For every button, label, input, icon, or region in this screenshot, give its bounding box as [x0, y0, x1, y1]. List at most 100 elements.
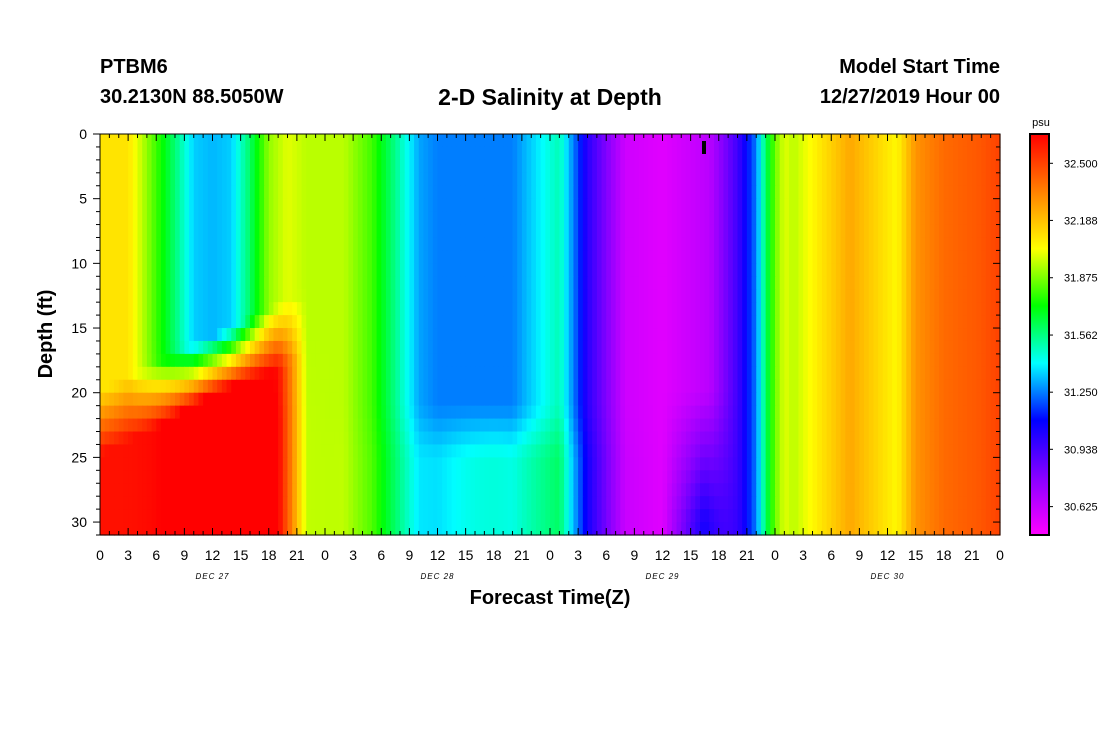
heatmap-cell [845, 159, 851, 174]
heatmap-cell [667, 159, 673, 174]
heatmap-cell [812, 185, 818, 200]
heatmap-cell [718, 392, 725, 407]
heatmap-cell [929, 211, 935, 226]
heatmap-cell [437, 431, 443, 446]
heatmap-cell [615, 302, 621, 316]
heatmap-cell [573, 289, 579, 303]
heatmap-cell [348, 392, 354, 407]
heatmap-cell [676, 211, 682, 226]
heatmap-cell [868, 146, 875, 161]
heatmap-cell [475, 431, 481, 446]
heatmap-cell [812, 405, 818, 420]
heatmap-cell [428, 250, 434, 264]
heatmap-cell [934, 134, 940, 148]
heatmap-cell [559, 289, 565, 303]
heatmap-cell [264, 315, 270, 329]
heatmap-cell [357, 198, 364, 213]
heatmap-cell [221, 289, 228, 303]
heatmap-cell [807, 340, 814, 355]
heatmap-cell [559, 405, 565, 420]
heatmap-cell [475, 211, 481, 226]
heatmap-cell [301, 134, 307, 148]
heatmap-cell [451, 185, 457, 200]
heatmap-cell [779, 185, 785, 200]
heatmap-cell [531, 237, 537, 252]
heatmap-cell [995, 328, 1001, 342]
heatmap-cell [179, 366, 185, 381]
heatmap-cell [723, 263, 729, 277]
heatmap-cell [578, 172, 584, 187]
heatmap-cell [990, 340, 996, 355]
heatmap-cell [100, 315, 106, 329]
heatmap-cell [765, 444, 771, 458]
heatmap-cell [868, 405, 875, 420]
heatmap-cell [610, 185, 617, 200]
heatmap-cell [217, 444, 223, 458]
heatmap-cell [681, 457, 687, 471]
heatmap-cell [198, 405, 204, 420]
heatmap-cell [850, 224, 856, 239]
heatmap-cell [104, 224, 110, 239]
heatmap-cell [592, 224, 598, 239]
heatmap-cell [625, 418, 631, 433]
heatmap-cell [807, 353, 814, 368]
heatmap-cell [601, 198, 607, 213]
heatmap-cell [662, 302, 668, 316]
heatmap-cell [554, 146, 560, 161]
heatmap-cell [793, 276, 800, 290]
heatmap-cell [123, 211, 129, 226]
heatmap-cell [765, 276, 771, 290]
heatmap-cell [460, 340, 467, 355]
heatmap-cell [878, 211, 884, 226]
heatmap-cell [831, 250, 837, 264]
heatmap-cell [873, 237, 879, 252]
heatmap-cell [643, 302, 650, 316]
heatmap-cell [662, 237, 668, 252]
heatmap-cell [400, 340, 406, 355]
heatmap-cell [395, 224, 401, 239]
heatmap-cell [967, 457, 973, 471]
heatmap-cell [943, 250, 950, 264]
heatmap-cell [226, 224, 232, 239]
heatmap-cell [873, 250, 879, 264]
heatmap-cell [395, 289, 401, 303]
heatmap-cell [310, 353, 317, 368]
heatmap-cell [910, 185, 917, 200]
heatmap-cell [812, 392, 818, 407]
heatmap-cell [568, 302, 575, 316]
heatmap-cell [325, 263, 331, 277]
heatmap-cell [193, 431, 200, 446]
heatmap-cell [521, 418, 528, 433]
heatmap-cell [146, 392, 153, 407]
heatmap-cell [418, 250, 425, 264]
heatmap-cell [985, 134, 992, 148]
heatmap-cell [770, 276, 776, 290]
heatmap-cell [540, 315, 546, 329]
heatmap-cell [985, 237, 992, 252]
heatmap-cell [175, 250, 181, 264]
heatmap-cell [985, 353, 992, 368]
heatmap-cell [329, 340, 335, 355]
heatmap-cell [779, 392, 785, 407]
heatmap-cell [348, 340, 354, 355]
heatmap-cell [493, 185, 500, 200]
heatmap-cell [578, 405, 584, 420]
heatmap-cell [817, 185, 823, 200]
heatmap-cell [100, 302, 106, 316]
heatmap-cell [282, 366, 289, 381]
heatmap-cell [367, 237, 373, 252]
heatmap-cell [484, 237, 490, 252]
heatmap-cell [329, 405, 335, 420]
heatmap-cell [657, 340, 664, 355]
heatmap-cell [418, 418, 425, 433]
heatmap-cell [409, 328, 415, 342]
heatmap-cell [653, 379, 659, 394]
heatmap-cell [268, 431, 275, 446]
heatmap-cell [306, 302, 312, 316]
heatmap-cell [240, 224, 246, 239]
heatmap-cell [479, 302, 485, 316]
heatmap-cell [165, 340, 171, 355]
heatmap-cell [404, 134, 410, 148]
heatmap-cell [896, 146, 903, 161]
heatmap-cell [146, 353, 153, 368]
